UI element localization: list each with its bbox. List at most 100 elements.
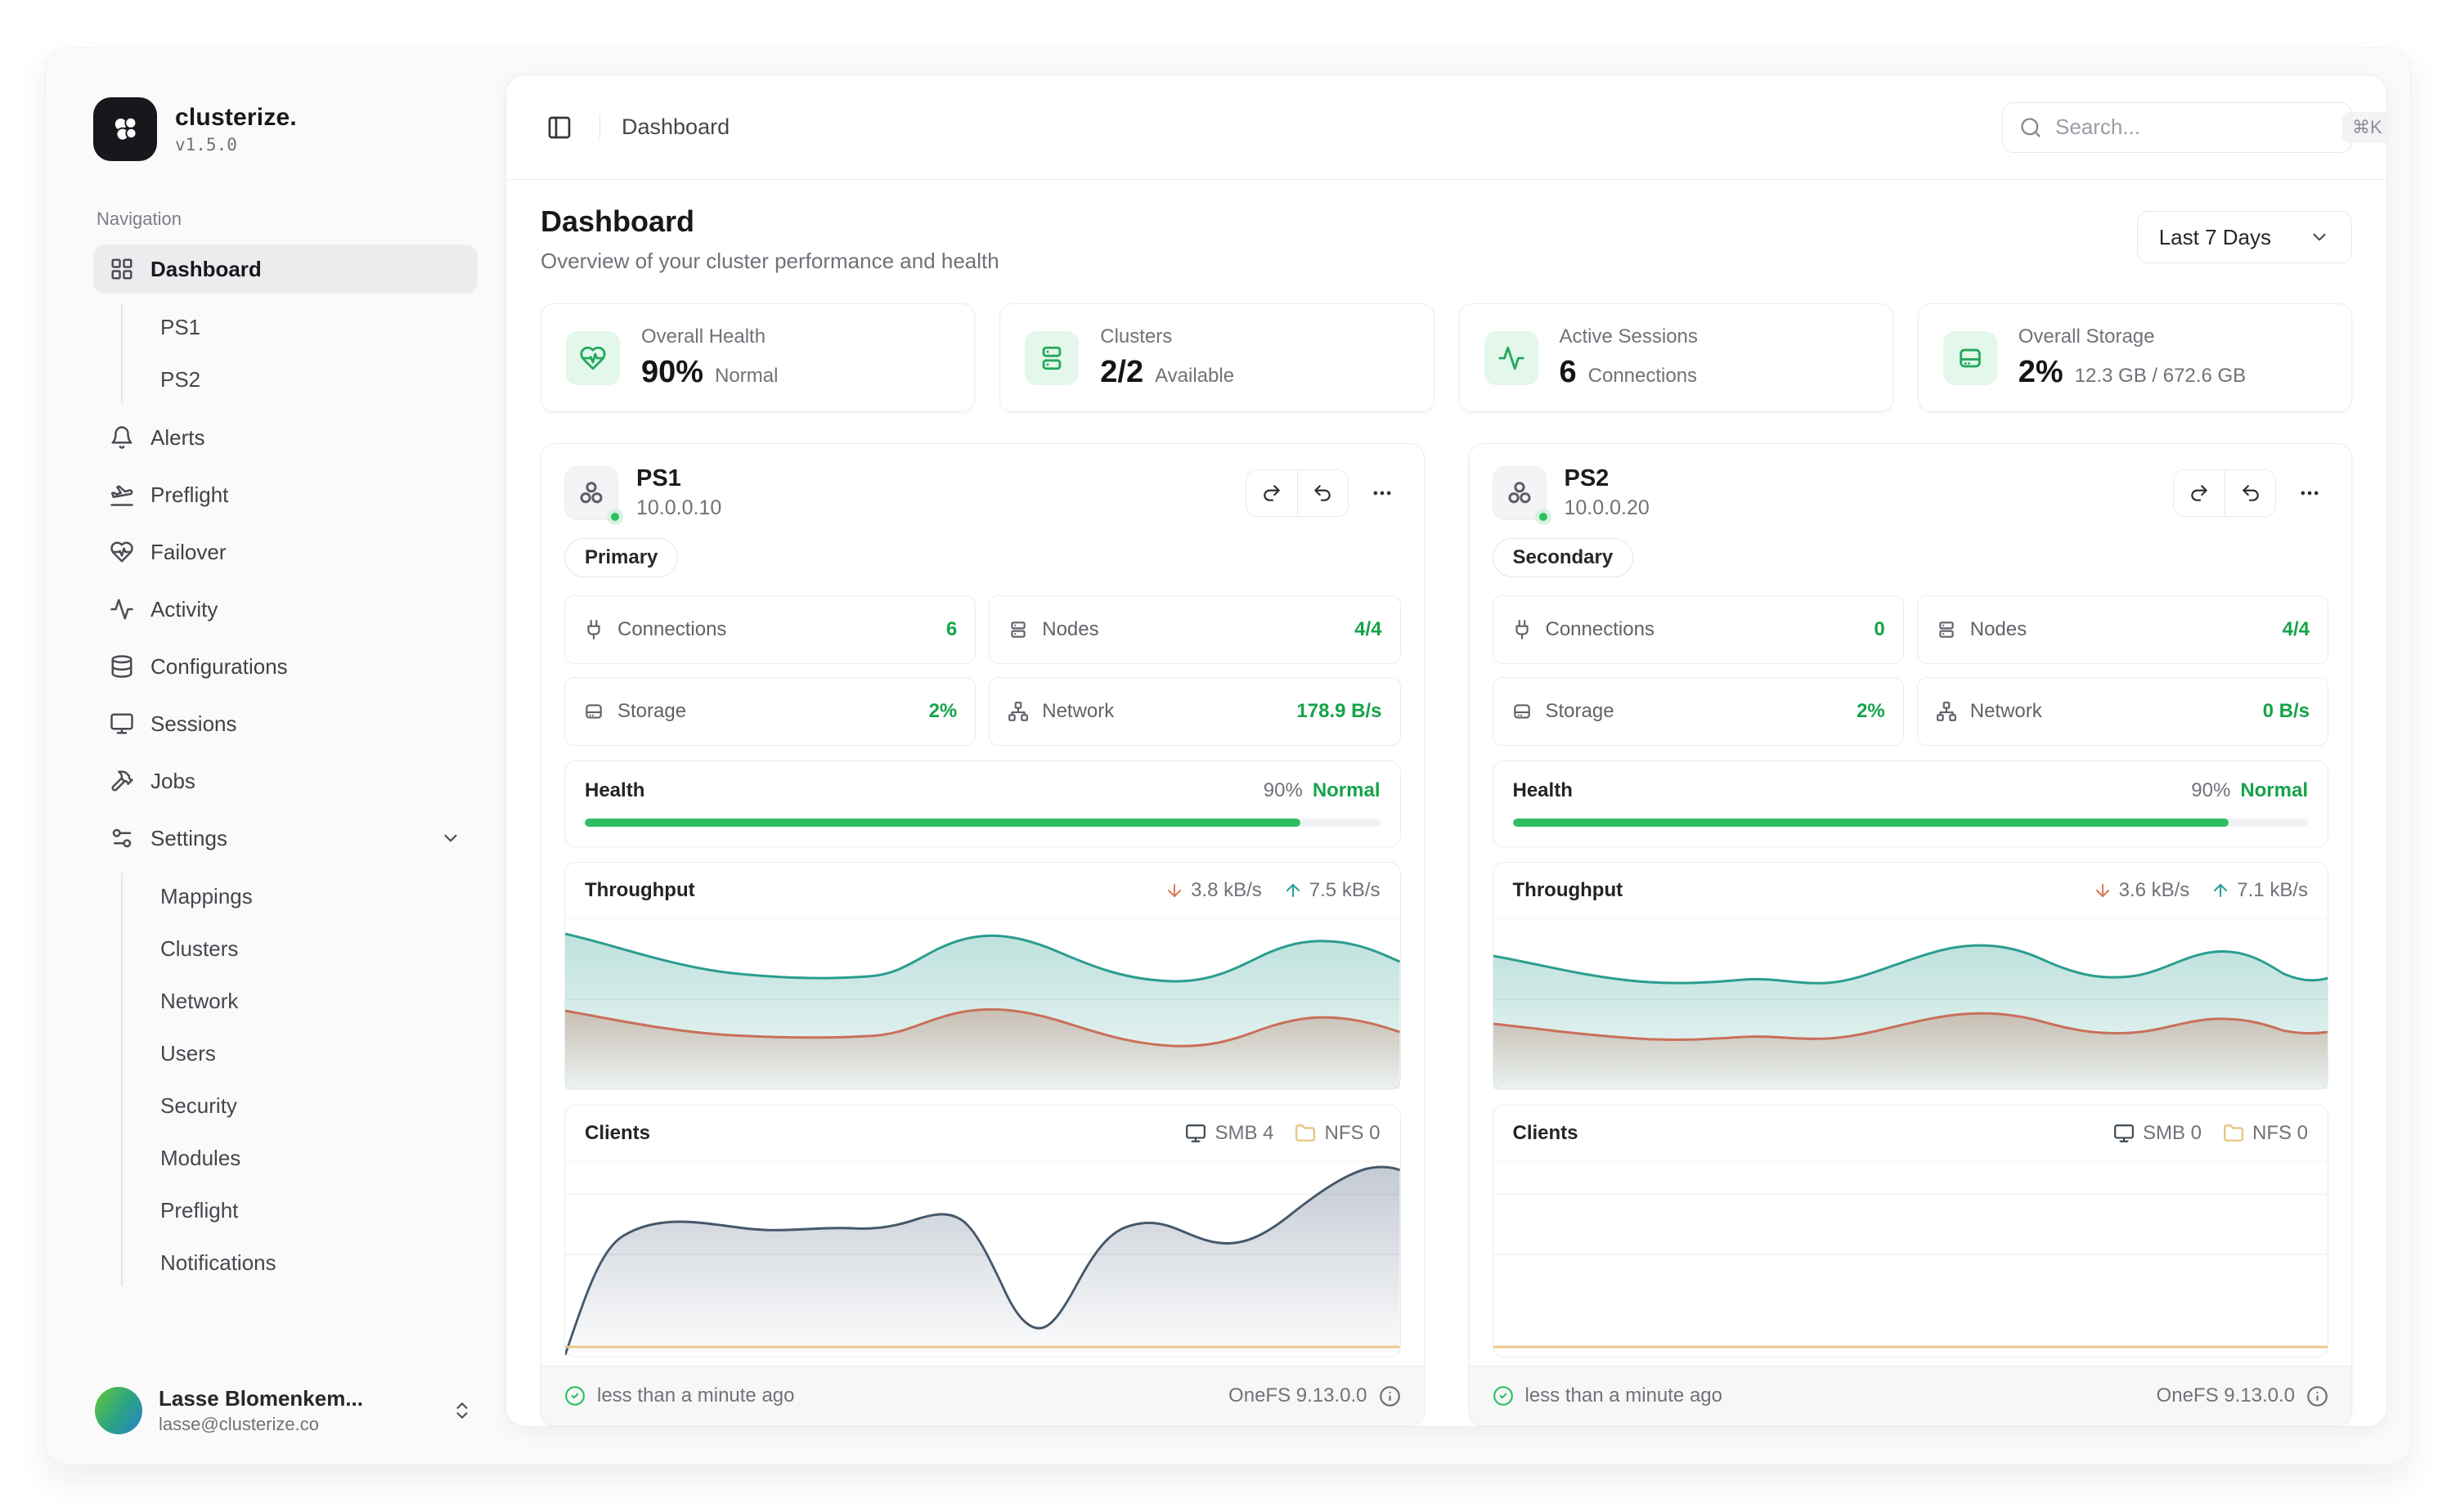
smb-count: SMB 4 [1185, 1122, 1273, 1145]
settings-subgroup: Mappings Clusters Network Users Security… [121, 873, 478, 1286]
undo-icon [2242, 484, 2259, 501]
cluster-panel-ps2: PS2 10.0.0.20 Secondary [1468, 443, 2352, 1426]
ellipsis-icon [1373, 491, 1390, 495]
sidebar-item-sessions[interactable]: Sessions [93, 699, 478, 748]
sidebar-item-label: Sessions [150, 711, 237, 736]
sidebar-item-configurations[interactable]: Configurations [93, 642, 478, 691]
brand-logo-icon [93, 97, 157, 161]
health-progress-fill [585, 819, 1301, 827]
tile-label: Storage [1545, 700, 1614, 722]
throughput-label: Throughput [585, 879, 695, 901]
plane-takeoff-icon [110, 485, 133, 506]
throughput-in: 3.8 kB/s [1165, 879, 1262, 902]
clients-chart [565, 1161, 1400, 1357]
sidebar-item-preflight[interactable]: Preflight [93, 470, 478, 519]
cluster-icon-tile [564, 465, 623, 525]
clients-card: Clients SMB 0 NFS 0 [1492, 1105, 2328, 1357]
server-icon [1939, 621, 1954, 638]
connections-tile: Connections 0 [1492, 595, 1904, 664]
check-circle-icon [565, 1386, 585, 1406]
stat-value: 90% [641, 355, 704, 389]
nodes-tile: Nodes 4/4 [1916, 595, 2328, 664]
sidebar-item-failover[interactable]: Failover [93, 527, 478, 577]
sidebar-item-alerts[interactable]: Alerts [93, 413, 478, 462]
sidebar-item-label: Clusters [160, 935, 239, 961]
throughput-card: Throughput 3.6 kB/s 7.1 kB/s [1492, 862, 2328, 1090]
server-icon [1025, 330, 1080, 385]
check-circle-icon [1493, 1386, 1513, 1406]
plug-icon [587, 620, 600, 639]
health-percent: 90% [2191, 779, 2231, 801]
brand-name: clusterize. [175, 104, 297, 131]
folder-icon [1295, 1124, 1316, 1142]
tile-label: Network [1969, 700, 2042, 722]
panel-left-icon [548, 116, 571, 138]
cluster-ip: 10.0.0.20 [1564, 496, 1650, 519]
arrow-down-icon [2095, 884, 2109, 897]
sidebar-item-label: PS1 [160, 314, 201, 339]
search-input[interactable] [2055, 114, 2329, 140]
cluster-stats-grid: Connections 6 Nodes 4/4 Storage 2% [541, 595, 1424, 746]
health-percent: 90% [1263, 779, 1303, 801]
sidebar-item-notifications[interactable]: Notifications [147, 1239, 478, 1286]
sidebar-item-jobs[interactable]: Jobs [93, 756, 478, 805]
hard-drive-icon [1513, 704, 1530, 719]
sidebar-item-users[interactable]: Users [147, 1030, 478, 1077]
role-badge: Secondary [1492, 538, 1634, 577]
stat-unit: Normal [715, 365, 779, 387]
health-card: Health 90% Normal [1492, 760, 2328, 847]
clients-chart [1493, 1161, 2328, 1357]
sidebar-item-settings[interactable]: Settings [93, 814, 478, 863]
user-menu[interactable]: Lasse Blomenkem... lasse@clusterize.co [93, 1378, 478, 1435]
arrow-up-icon [1286, 884, 1300, 897]
throughput-in: 3.6 kB/s [2093, 879, 2189, 902]
sidebar-toggle-button[interactable] [541, 109, 578, 146]
stat-cards-row: Overall Health 90% Normal Clusters 2/2 Ava… [541, 303, 2352, 412]
stat-value: 6 [1559, 355, 1577, 389]
redo-icon [2191, 484, 2207, 501]
sidebar-item-ps1[interactable]: PS1 [147, 303, 478, 351]
health-card: Health 90% Normal [564, 760, 1401, 847]
page-head: Dashboard Overview of your cluster perfo… [541, 204, 2352, 274]
info-icon [2307, 1385, 2328, 1407]
search-box[interactable]: ⌘K [2002, 101, 2386, 153]
date-range-select[interactable]: Last 7 Days [2136, 211, 2352, 263]
more-options-button[interactable] [2291, 474, 2328, 512]
os-version: OneFS 9.13.0.0 [1228, 1384, 1400, 1407]
sidebar-item-modules[interactable]: Modules [147, 1134, 478, 1182]
health-label: Health [585, 779, 645, 801]
redo-button[interactable] [2174, 469, 2225, 516]
panel-footer: less than a minute ago OneFS 9.13.0.0 [1469, 1366, 2351, 1425]
user-email: lasse@clusterize.co [159, 1414, 319, 1434]
failover-actions [1245, 469, 1349, 517]
sidebar-item-dashboard[interactable]: Dashboard [93, 245, 478, 294]
activity-icon [1484, 330, 1538, 385]
sidebar-item-mappings[interactable]: Mappings [147, 873, 478, 920]
sidebar-item-security[interactable]: Security [147, 1082, 478, 1129]
failover-actions [2173, 469, 2276, 517]
server-icon [1011, 621, 1026, 638]
brand: clusterize. v1.5.0 [93, 97, 478, 161]
stat-label: Clusters [1100, 325, 1173, 348]
tile-value: 178.9 B/s [1296, 700, 1382, 722]
nodes-tile: Nodes 4/4 [989, 595, 1401, 664]
more-options-button[interactable] [1363, 474, 1401, 512]
health-status: Normal [1312, 779, 1381, 801]
tile-value: 4/4 [1354, 618, 1382, 640]
clients-card: Clients SMB 4 NFS 0 [564, 1105, 1401, 1357]
tile-label: Network [1042, 700, 1115, 722]
cluster-name: PS1 [636, 465, 681, 491]
undo-button[interactable] [2225, 469, 2275, 516]
sidebar-item-network[interactable]: Network [147, 977, 478, 1025]
throughput-label: Throughput [1512, 879, 1623, 901]
redo-button[interactable] [1246, 469, 1297, 516]
undo-button[interactable] [1296, 469, 1348, 516]
dashboard-subgroup: PS1 PS2 [121, 303, 478, 403]
cluster-icon [580, 481, 603, 503]
sidebar-item-activity[interactable]: Activity [93, 585, 478, 634]
sidebar-item-ps2[interactable]: PS2 [147, 356, 478, 403]
health-progress-track [1512, 819, 2308, 827]
sidebar-item-clusters[interactable]: Clusters [147, 925, 478, 972]
sidebar-item-preflight-settings[interactable]: Preflight [147, 1187, 478, 1234]
panel-footer: less than a minute ago OneFS 9.13.0.0 [541, 1366, 1424, 1425]
